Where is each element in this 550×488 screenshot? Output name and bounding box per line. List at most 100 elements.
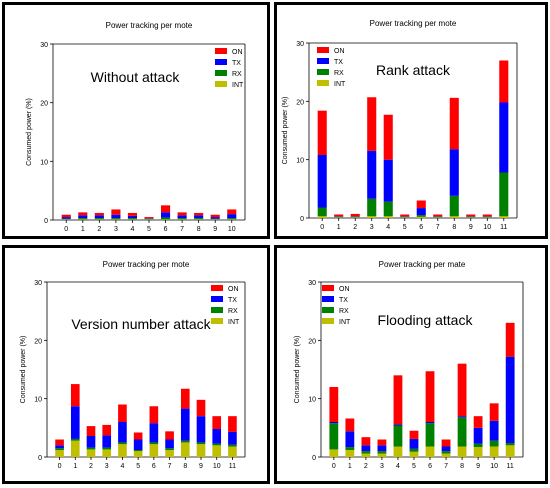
y-tick-label: 30 <box>40 42 48 49</box>
bar-segment-rx <box>377 451 387 454</box>
legend-swatch-on <box>322 285 334 291</box>
x-tick-label: 0 <box>58 463 62 470</box>
x-tick-label: 8 <box>197 226 201 233</box>
bar-segment-tx <box>111 214 121 219</box>
bar-segment-tx <box>505 356 515 443</box>
x-tick-label: 6 <box>164 226 168 233</box>
chart-annotation: Flooding attack <box>378 312 474 328</box>
bar-segment-on <box>466 214 476 217</box>
bar-segment-rx <box>78 218 88 220</box>
y-tick-label: 0 <box>300 216 304 223</box>
bar-segment-on <box>212 416 222 429</box>
bar-segment-on <box>400 214 410 217</box>
bar-segment-on <box>489 403 499 421</box>
bar-segment-tx <box>86 436 96 448</box>
bar-segment-rx <box>161 217 171 220</box>
chart-annotation: Version number attack <box>71 316 211 332</box>
legend: ON TX RX INT <box>211 285 240 326</box>
bar-segment-rx <box>118 442 127 445</box>
bar-segment-rx <box>482 216 492 218</box>
bar-segment-int <box>161 219 171 220</box>
bar-segment-int <box>86 449 96 457</box>
legend-label: INT <box>334 81 346 88</box>
bar-segment-tx <box>127 215 137 219</box>
chart-title: Power tracking per mote <box>103 260 190 269</box>
bar-segment-tx <box>194 215 204 219</box>
y-tick-label: 20 <box>308 338 316 345</box>
bar-segment-int <box>409 451 419 457</box>
chart-annotation: Rank attack <box>376 62 451 78</box>
bar-segment-tx <box>78 215 88 219</box>
bar-segment-rx <box>111 218 121 220</box>
bar-segment-tx <box>441 446 451 452</box>
x-tick-label: 5 <box>412 463 416 470</box>
legend-label: INT <box>339 319 351 326</box>
bar-segment-rx <box>55 448 64 450</box>
legend-label: TX <box>228 297 237 304</box>
legend-swatch-tx <box>211 296 223 302</box>
legend-label: RX <box>228 308 238 315</box>
x-tick-label: 7 <box>444 463 448 470</box>
bar-segment-tx <box>416 208 426 216</box>
x-tick-label: 4 <box>130 226 134 233</box>
bar-segment-tx <box>118 422 127 443</box>
bar-segment-int <box>165 450 174 457</box>
bar-segment-rx <box>334 216 344 218</box>
bar-segment-rx <box>383 201 393 217</box>
bar-segment-int <box>400 217 410 218</box>
bar-segment-on <box>334 214 344 217</box>
bar-segment-on <box>61 214 71 218</box>
y-tick-label: 30 <box>296 41 304 48</box>
bar-segment-int <box>350 217 360 218</box>
bar-segment-tx <box>473 427 483 444</box>
bar-segment-int <box>393 446 403 457</box>
bar-segment-tx <box>210 217 220 219</box>
bar-segment-rx <box>425 423 435 447</box>
x-tick-label: 4 <box>386 224 390 231</box>
bar-segment-rx <box>505 443 515 446</box>
x-tick-label: 2 <box>364 463 368 470</box>
x-tick-label: 5 <box>136 463 140 470</box>
bar-segment-on <box>393 375 403 425</box>
bar-segment-on <box>329 387 339 422</box>
bar-segment-on <box>133 432 143 440</box>
x-tick-label: 6 <box>419 224 423 231</box>
bar-segment-tx <box>94 215 104 219</box>
bar-segment-rx <box>94 218 104 220</box>
bar-segment-rx <box>489 440 499 447</box>
bar-segment-on <box>144 217 154 219</box>
bar-segment-tx <box>329 422 339 424</box>
bar-segment-on <box>425 371 435 422</box>
chart-title: Power tracking per mote <box>370 19 457 28</box>
legend-swatch-on <box>211 285 223 291</box>
x-tick-label: 5 <box>403 224 407 231</box>
legend-swatch-on <box>215 48 227 54</box>
bar-segment-rx <box>61 218 71 220</box>
legend-swatch-tx <box>317 58 329 64</box>
legend-swatch-rx <box>211 307 223 313</box>
bar-segment-tx <box>482 216 492 217</box>
y-tick-label: 20 <box>34 338 42 345</box>
panel-rank-attack: Power tracking per mote 0 10 20 30 Consumed p… <box>274 2 548 239</box>
bar-segment-rx <box>367 198 377 217</box>
bar-segment-int <box>61 219 71 220</box>
bar-segment-int <box>425 446 435 457</box>
bar-segment-int <box>482 217 492 218</box>
legend-label: ON <box>334 48 345 55</box>
x-tick-label: 2 <box>89 463 93 470</box>
x-tick-label: 9 <box>469 224 473 231</box>
x-tick-label: 1 <box>348 463 352 470</box>
bar-segment-tx <box>55 445 64 449</box>
bar-segment-int <box>367 216 377 218</box>
bar-segment-int <box>505 445 515 457</box>
bar-segment-int <box>228 446 237 457</box>
x-tick-label: 8 <box>460 463 464 470</box>
bar-segment-tx <box>165 439 174 449</box>
x-tick-label: 1 <box>73 463 77 470</box>
bar-segment-int <box>383 216 393 218</box>
bar-segment-rx <box>149 442 159 445</box>
bar-segment-int <box>416 216 426 218</box>
bar-segment-tx <box>227 214 237 219</box>
